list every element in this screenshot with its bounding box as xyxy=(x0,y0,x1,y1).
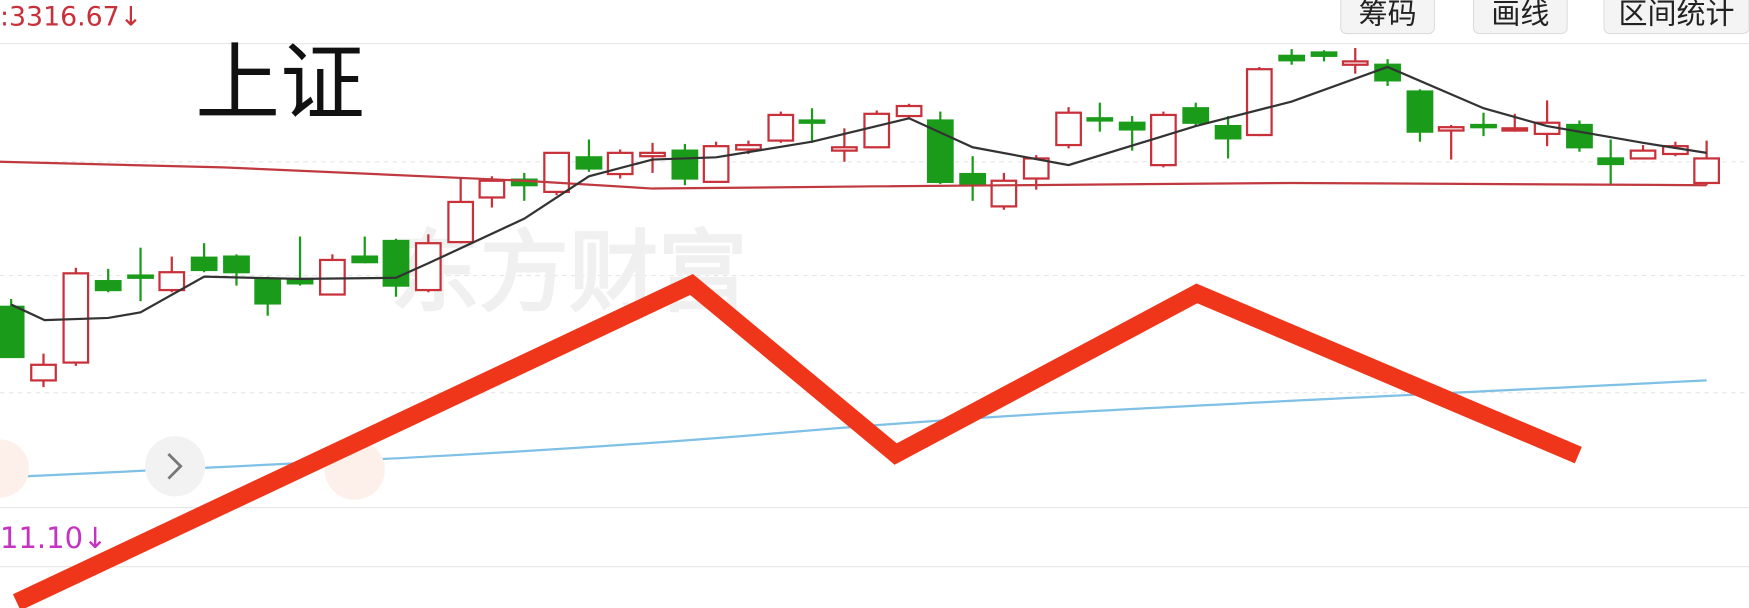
draw-button[interactable]: 画线 xyxy=(1472,0,1568,35)
candle-body xyxy=(1182,107,1210,124)
next-button[interactable] xyxy=(145,436,206,497)
price-label: :3316.67↓ xyxy=(0,1,142,32)
candle-body xyxy=(575,156,603,170)
range-button[interactable]: 区间统计 xyxy=(1603,0,1749,35)
chevron xyxy=(167,453,183,480)
nav-button[interactable] xyxy=(0,439,29,498)
index-name: 上证 xyxy=(195,34,365,133)
candle-body xyxy=(478,179,506,199)
candle-body xyxy=(127,274,154,279)
indicator-label: 11.10↓ xyxy=(0,521,107,555)
candle-body xyxy=(1086,117,1114,122)
ma-black xyxy=(10,65,1707,322)
candle-body xyxy=(1597,157,1625,166)
candle-body xyxy=(1278,54,1306,62)
candle-body xyxy=(1214,124,1242,140)
candle-body xyxy=(158,271,186,292)
candle-body xyxy=(702,145,730,183)
watermark: 东方财富 xyxy=(390,221,747,325)
zigzag-annotation xyxy=(12,273,1582,608)
chip-button[interactable]: 筹码 xyxy=(1340,0,1436,35)
candle-body xyxy=(1150,113,1177,167)
candle-body xyxy=(319,258,346,296)
candle-body xyxy=(671,149,699,180)
candle-body xyxy=(798,119,826,124)
candle-body xyxy=(1341,60,1369,66)
candle-body xyxy=(767,113,795,142)
button-text[interactable]: 画线 xyxy=(1491,0,1549,31)
candle-body xyxy=(863,112,891,149)
candle-body xyxy=(543,151,570,194)
candle-body xyxy=(223,255,250,274)
button-text[interactable]: 区间统计 xyxy=(1618,0,1734,31)
button-text[interactable]: 筹码 xyxy=(1359,0,1417,31)
candle-body xyxy=(1310,51,1338,57)
candle-body xyxy=(1629,149,1657,160)
candle-body xyxy=(1437,126,1465,132)
ma-red xyxy=(0,160,1707,190)
candle-body xyxy=(30,363,57,382)
candle-body xyxy=(735,143,762,151)
candle-body xyxy=(1566,123,1593,149)
candle-body xyxy=(1245,68,1273,137)
candle-body xyxy=(1501,127,1529,132)
candle-body xyxy=(895,104,923,118)
candle-body xyxy=(959,172,987,187)
candle-body xyxy=(1055,111,1082,147)
candle-body xyxy=(447,200,475,244)
candle-body xyxy=(830,146,858,152)
candle-body xyxy=(254,277,282,305)
candle-body xyxy=(351,255,379,264)
candle-body xyxy=(926,119,954,183)
candle-body xyxy=(639,151,666,158)
candle-body xyxy=(1693,157,1720,185)
candle-body xyxy=(0,305,25,359)
candle-body xyxy=(190,256,218,272)
candle-body xyxy=(1406,90,1434,133)
candle-body xyxy=(1470,123,1497,129)
candle-body xyxy=(94,280,122,292)
candle-body xyxy=(1118,121,1146,131)
candles xyxy=(0,48,1720,388)
